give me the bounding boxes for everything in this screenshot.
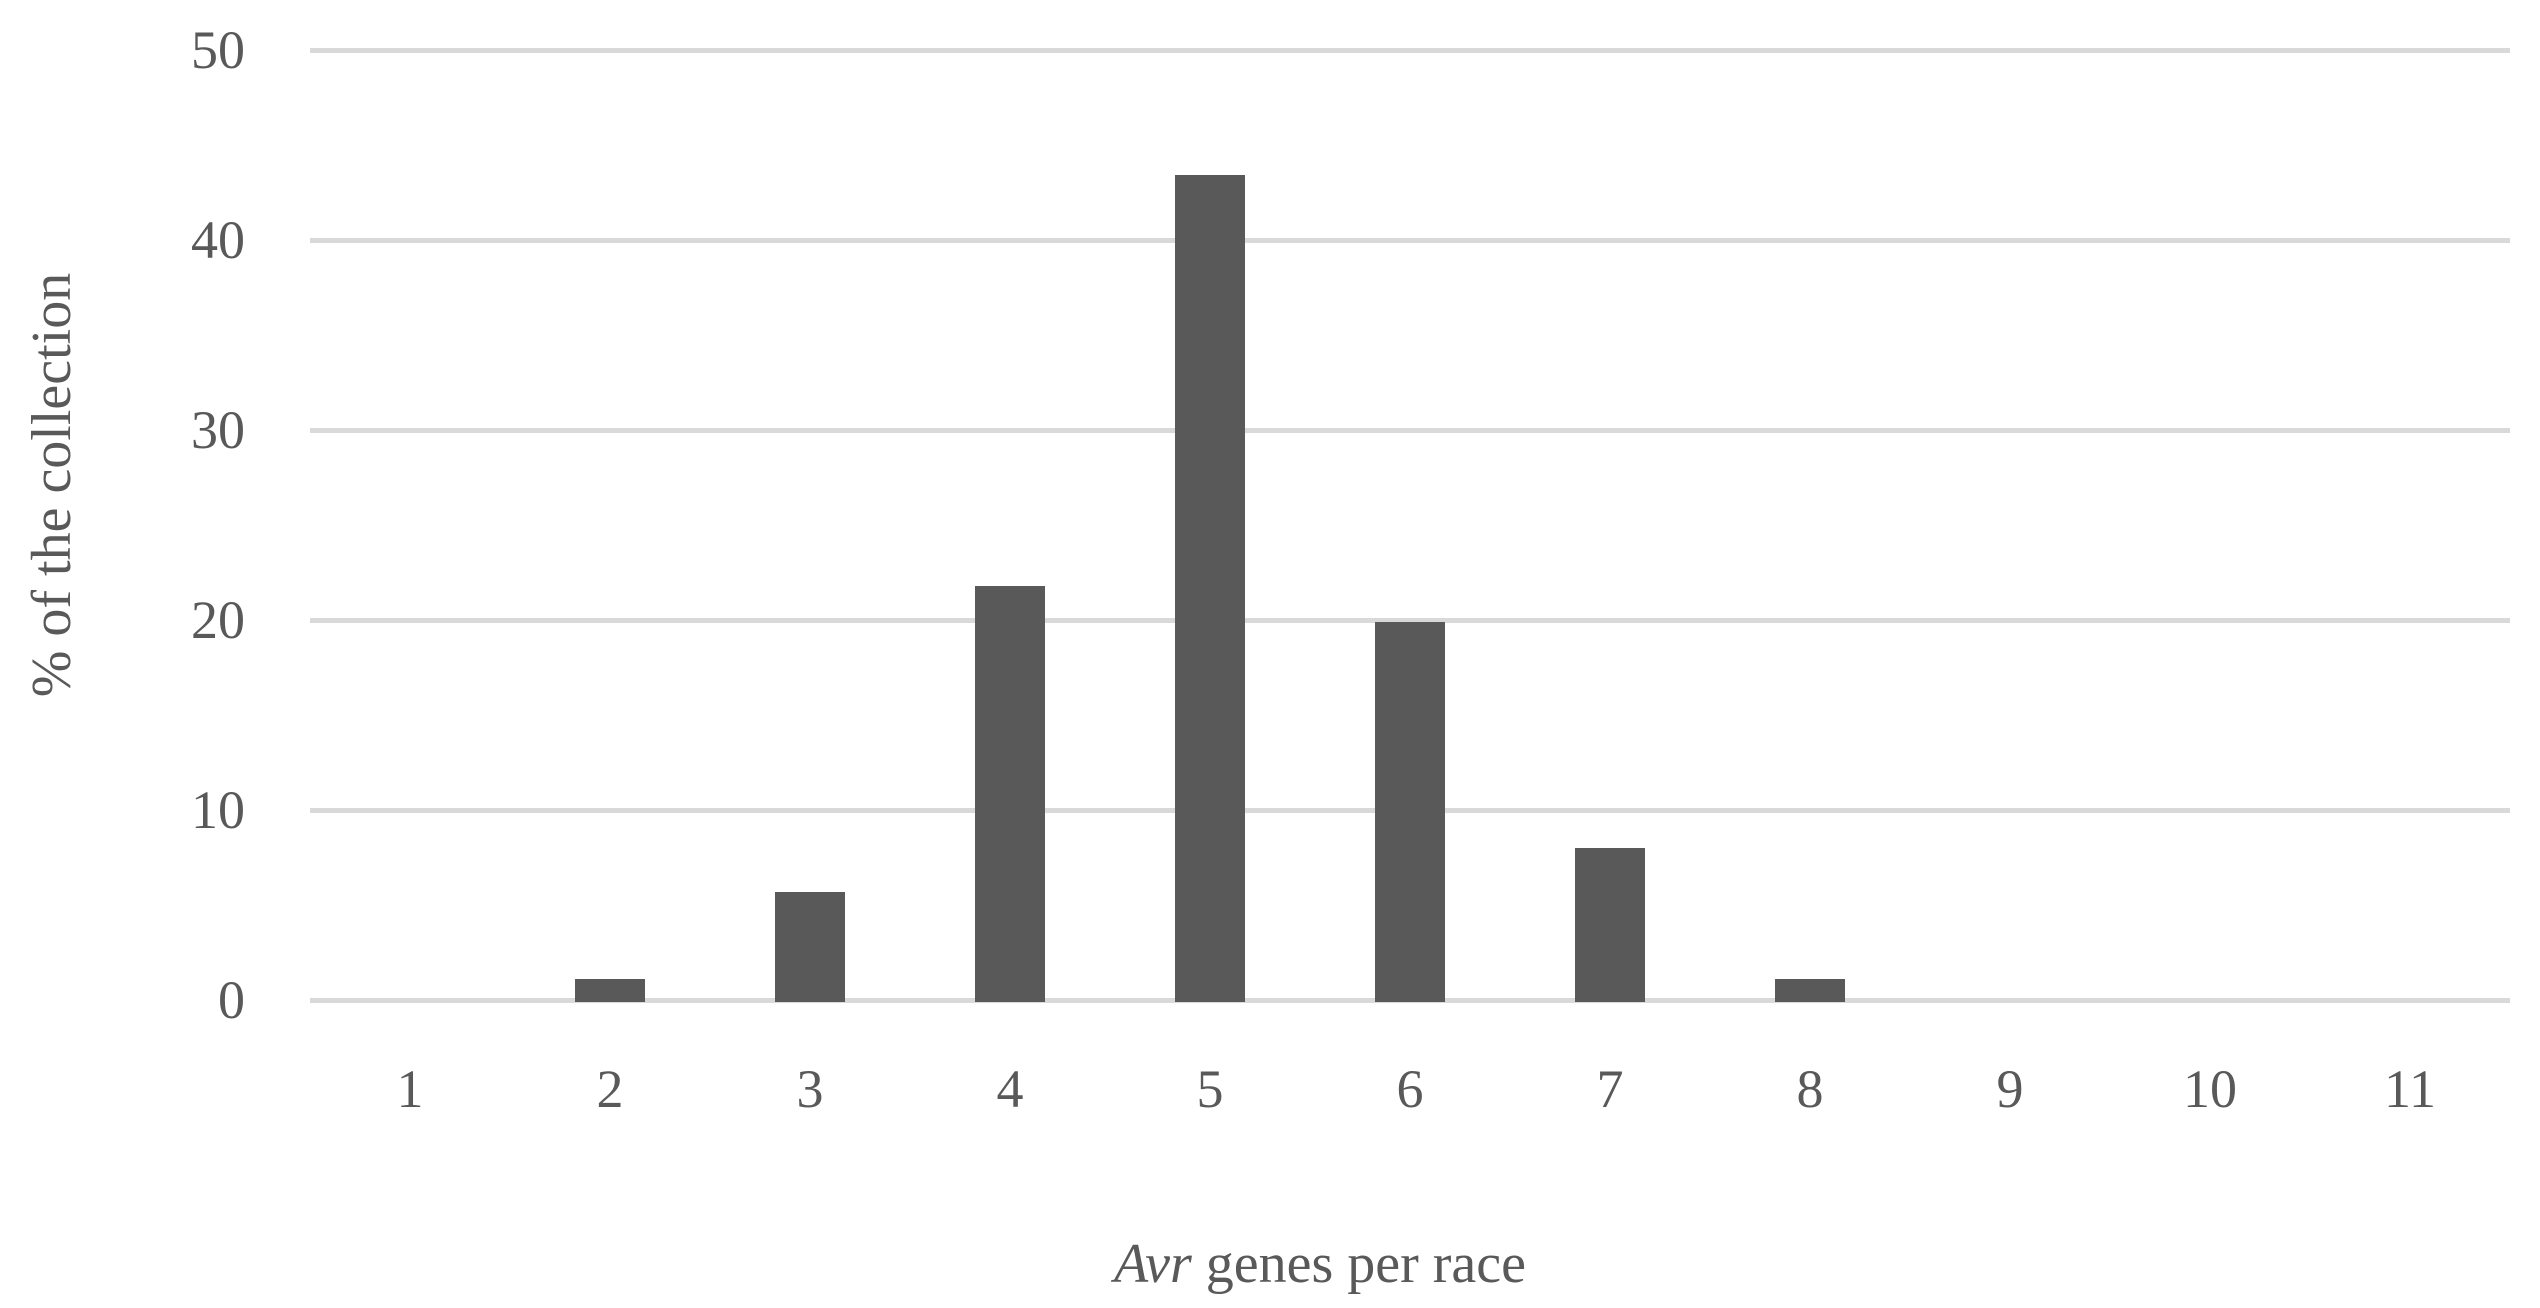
x-tick-label-10: 10: [2183, 1059, 2237, 1119]
y-tick-label-40: 40: [191, 210, 245, 270]
y-tick-label-10: 10: [191, 780, 245, 840]
gridline-20: [310, 617, 2510, 623]
x-tick-label-7: 7: [1596, 1059, 1624, 1119]
x-tick-label-1: 1: [396, 1059, 424, 1119]
y-tick-label-0: 0: [218, 970, 245, 1030]
bar-category-2: [575, 979, 645, 1002]
x-tick-label-2: 2: [596, 1059, 624, 1119]
gridline-40: [310, 237, 2510, 243]
x-axis-title: Avr genes per race: [1114, 1232, 1526, 1296]
y-tick-label-30: 30: [191, 400, 245, 460]
y-axis-title: % of the collection: [21, 272, 83, 698]
bar-category-6: [1375, 621, 1445, 1002]
x-tick-label-6: 6: [1396, 1059, 1424, 1119]
bar-category-3: [775, 891, 845, 1002]
gridline-30: [310, 427, 2510, 433]
bar-category-4: [975, 585, 1045, 1002]
x-tick-label-11: 11: [2384, 1059, 2436, 1119]
gridline-50: [310, 47, 2510, 53]
x-tick-label-3: 3: [796, 1059, 824, 1119]
x-tick-label-9: 9: [1996, 1059, 2024, 1119]
bar-category-7: [1575, 848, 1645, 1002]
y-tick-label-20: 20: [191, 590, 245, 650]
x-tick-label-4: 4: [996, 1059, 1024, 1119]
bar-category-8: [1775, 979, 1845, 1002]
y-tick-label-50: 50: [191, 20, 245, 80]
x-tick-label-5: 5: [1196, 1059, 1224, 1119]
x-tick-label-8: 8: [1796, 1059, 1824, 1119]
x-axis-title-italic: Avr: [1114, 1233, 1192, 1295]
bar-category-5: [1175, 175, 1245, 1002]
x-axis-title-regular: genes per race: [1191, 1233, 1526, 1295]
